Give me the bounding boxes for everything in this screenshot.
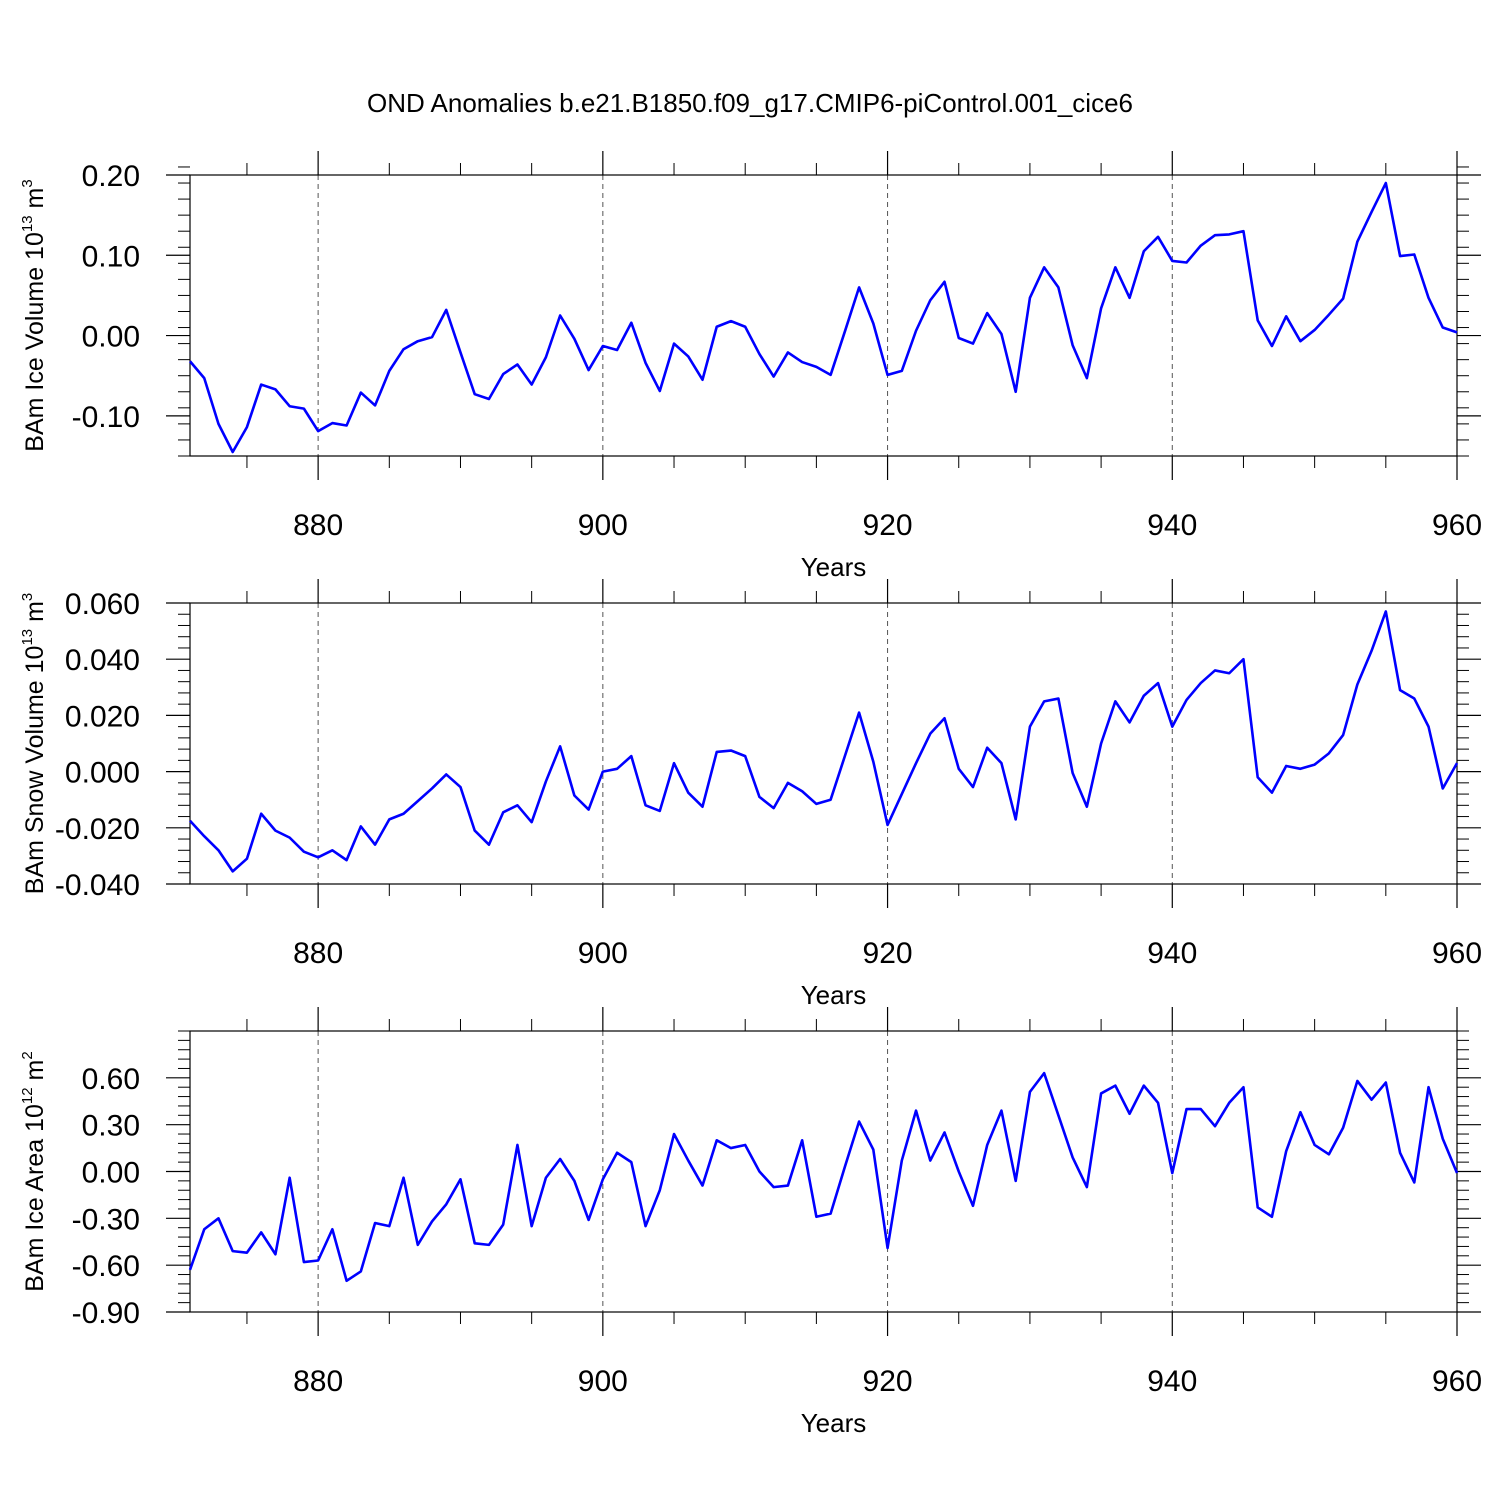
ice-volume-series-line bbox=[189, 181, 1458, 454]
snow-volume-x-tick-label: 920 bbox=[863, 937, 913, 970]
snow-volume-x-tick-labels: 880 900 920 940 960 bbox=[293, 937, 1482, 970]
snow-volume-y-label-exponent: 13 bbox=[19, 629, 36, 646]
ice-area-x-tick-label: 880 bbox=[293, 1365, 343, 1398]
ice-area-y-axis-label: BAm Ice Area 1012 m2 bbox=[19, 1051, 49, 1291]
snow-volume-x-tick-label: 960 bbox=[1432, 937, 1482, 970]
snow-volume-y-label-main: BAm Snow Volume 10 bbox=[21, 646, 49, 895]
ice-area-y-tick-labels: -0.90 -0.60 -0.30 0.00 0.30 0.60 bbox=[72, 1063, 140, 1330]
chart-title: OND Anomalies b.e21.B1850.f09_g17.CMIP6-… bbox=[367, 88, 1133, 118]
ice-volume-y-tick-labels: -0.10 0.00 0.10 0.20 bbox=[72, 160, 140, 434]
ice-area-y-label-main: BAm Ice Area 10 bbox=[21, 1104, 49, 1292]
snow-volume-series-line bbox=[189, 610, 1459, 873]
snow-volume-y-label-unit-power: 3 bbox=[19, 593, 36, 601]
snow-volume-minor-ticks bbox=[178, 591, 1469, 896]
ice-volume-x-tick-label: 900 bbox=[578, 509, 628, 542]
ice-area-x-tick-labels: 880 900 920 940 960 bbox=[293, 1365, 1482, 1398]
snow-volume-y-tick-labels: -0.040 -0.020 0.000 0.020 0.040 0.060 bbox=[55, 588, 140, 902]
ice-volume-panel: -0.100.000.100.20 880 900 920 940 960 Years … bbox=[19, 151, 1482, 582]
ice-area-y-tick-label: -0.30 bbox=[72, 1203, 140, 1236]
ice-area-plot-frame bbox=[189, 1030, 1458, 1313]
ice-area-y-tick-label: 0.60 bbox=[82, 1063, 140, 1096]
snow-volume-y-tick-label: -0.020 bbox=[55, 813, 140, 846]
ice-volume-major-ticks bbox=[166, 151, 1481, 480]
snow-volume-x-tick-label: 900 bbox=[578, 937, 628, 970]
ice-area-major-ticks bbox=[166, 1007, 1481, 1336]
ice-area-y-label-unit-power: 2 bbox=[19, 1051, 36, 1059]
snow-volume-y-axis-label: BAm Snow Volume 1013 m3 bbox=[19, 593, 49, 895]
ice-volume-x-tick-label: 920 bbox=[863, 509, 913, 542]
ice-volume-y-tick-label: 0.20 bbox=[82, 160, 140, 193]
ice-volume-y-label-main: BAm Ice Volume 10 bbox=[21, 232, 49, 452]
ice-area-x-tick-label: 920 bbox=[863, 1365, 913, 1398]
ice-volume-y-tick-label: 0.10 bbox=[82, 240, 140, 273]
ice-area-y-label-exponent: 12 bbox=[19, 1087, 36, 1104]
ice-volume-y-label-unit-power: 3 bbox=[19, 179, 36, 187]
ice-volume-y-tick-label: 0.00 bbox=[82, 321, 140, 354]
ice-volume-minor-ticks bbox=[178, 163, 1469, 468]
ice-area-x-tick-label: 960 bbox=[1432, 1365, 1482, 1398]
ice-volume-x-tick-label: 940 bbox=[1147, 509, 1197, 542]
ice-volume-x-tick-labels: 880 900 920 940 960 bbox=[293, 509, 1482, 542]
snow-volume-y-tick-label: 0.000 bbox=[65, 757, 140, 790]
ice-area-x-tick-label: 940 bbox=[1147, 1365, 1197, 1398]
ice-area-y-label-unit: m bbox=[21, 1060, 49, 1088]
snow-volume-y-tick-label: 0.020 bbox=[65, 700, 140, 733]
ice-volume-x-tick-label: 960 bbox=[1432, 509, 1482, 542]
ice-area-x-axis-label: Years bbox=[801, 1408, 867, 1438]
ice-area-x-tick-label: 900 bbox=[578, 1365, 628, 1398]
snow-volume-x-tick-label: 940 bbox=[1147, 937, 1197, 970]
ice-area-y-tick-label: 0.30 bbox=[82, 1110, 140, 1143]
snow-volume-y-tick-label: 0.060 bbox=[65, 588, 140, 621]
snow-volume-y-tick-label: 0.040 bbox=[65, 644, 140, 677]
snow-volume-y-label-unit: m bbox=[21, 601, 49, 629]
ice-area-y-tick-label: 0.00 bbox=[82, 1157, 140, 1190]
ice-volume-plot-frame bbox=[189, 174, 1458, 457]
ice-area-panel: -0.90 -0.60 -0.30 0.00 0.30 0.60 880 900 920 940… bbox=[19, 1007, 1482, 1438]
ice-volume-x-tick-label: 880 bbox=[293, 509, 343, 542]
ice-volume-y-label-unit: m bbox=[21, 188, 49, 216]
ice-volume-y-label-exponent: 13 bbox=[19, 215, 36, 232]
ice-volume-x-axis-label: Years bbox=[801, 552, 867, 582]
ice-area-minor-ticks bbox=[178, 1019, 1469, 1324]
snow-volume-panel: -0.040 -0.020 0.000 0.020 0.040 0.060 880 900 9… bbox=[19, 579, 1482, 1010]
snow-volume-y-tick-label: -0.040 bbox=[55, 869, 140, 902]
ice-area-series-line bbox=[188, 1071, 1459, 1283]
ice-volume-y-tick-label: -0.10 bbox=[72, 401, 140, 434]
snow-volume-plot-frame bbox=[189, 602, 1458, 885]
ice-volume-grid bbox=[317, 175, 1173, 456]
ice-area-y-tick-label: -0.60 bbox=[72, 1250, 140, 1283]
snow-volume-x-tick-label: 880 bbox=[293, 937, 343, 970]
ice-area-y-tick-label: -0.90 bbox=[72, 1297, 140, 1330]
snow-volume-x-axis-label: Years bbox=[801, 980, 867, 1010]
snow-volume-grid bbox=[317, 603, 1173, 884]
ice-volume-y-axis-label: BAm Ice Volume 1013 m3 bbox=[19, 179, 49, 451]
ice-area-grid bbox=[317, 1031, 1173, 1312]
snow-volume-major-ticks bbox=[166, 579, 1481, 908]
